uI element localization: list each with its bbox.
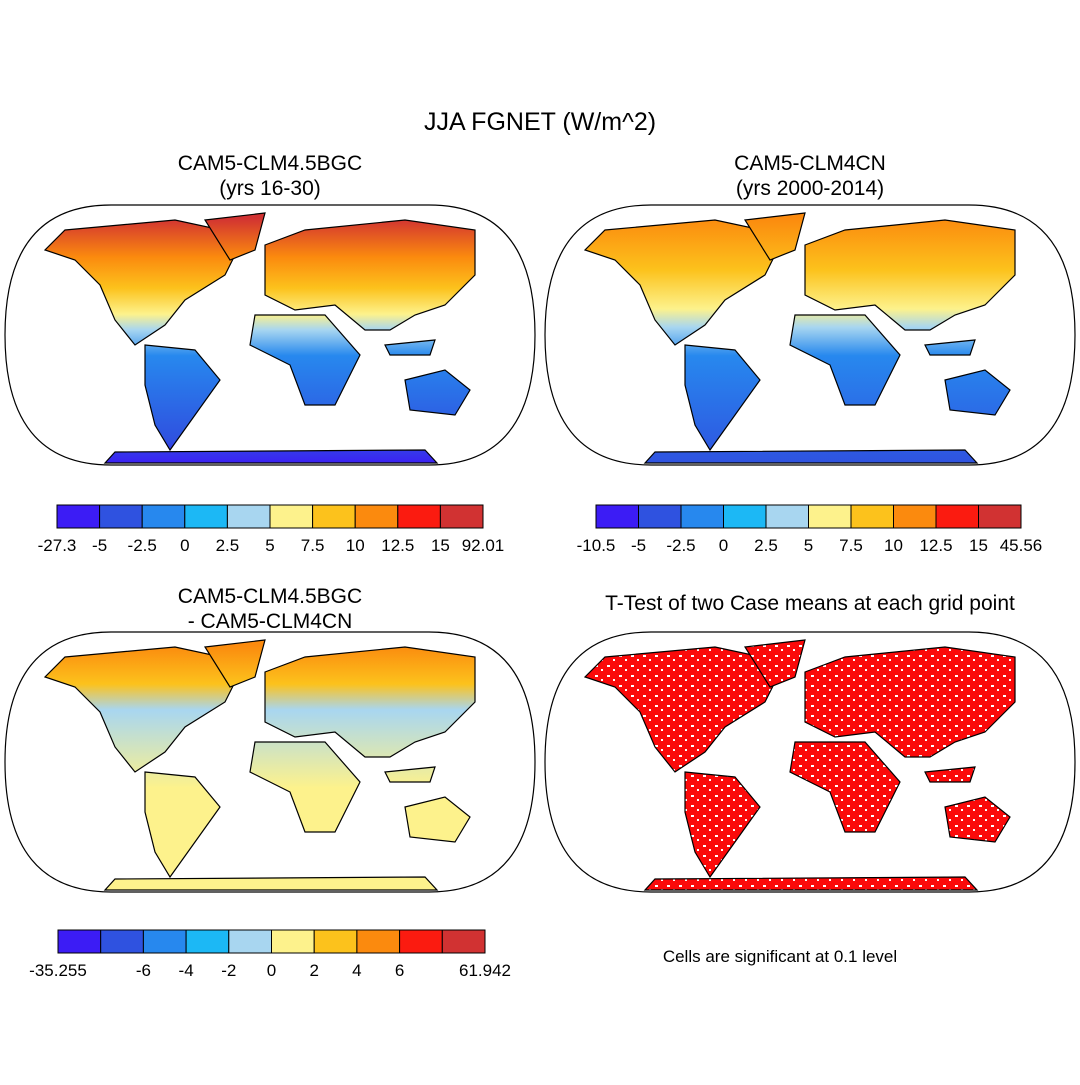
colorbar-box (226, 504, 271, 529)
colorbar-box (935, 504, 979, 529)
colorbar-label: 2 (309, 961, 318, 980)
colorbar-box (399, 929, 443, 954)
panel-title: CAM5-CLM4.5BGC (178, 585, 362, 608)
panel-title: T-Test of two Case means at each grid po… (605, 592, 1015, 615)
colorbar-box (185, 929, 230, 954)
panel-title: (yrs 2000-2014) (736, 177, 884, 200)
colorbar-box (312, 504, 356, 529)
colorbar-label: 45.56 (1000, 536, 1043, 555)
colorbar-label: 61.942 (459, 961, 511, 980)
colorbar-box (808, 504, 852, 529)
colorbar-label: 2.5 (216, 536, 240, 555)
figure-title: JJA FGNET (W/m^2) (424, 108, 656, 136)
colorbar-box (680, 504, 724, 529)
colorbar-box (142, 929, 187, 954)
colorbar-label: -2.5 (128, 536, 157, 555)
map-frame (4, 631, 536, 893)
colorbar-box (356, 929, 401, 954)
colorbar-box (765, 504, 809, 529)
panel-note: Cells are significant at 0.1 level (663, 947, 897, 966)
map (544, 631, 1076, 893)
colorbar-label: -2 (221, 961, 236, 980)
colorbar-box (723, 504, 767, 529)
colorbar-label: 10 (884, 536, 903, 555)
colorbar-box (893, 504, 937, 529)
colorbar-label: -6 (136, 961, 151, 980)
colorbar-label: 10 (346, 536, 365, 555)
colorbar-label: -4 (179, 961, 194, 980)
colorbar-label: -5 (92, 536, 107, 555)
colorbar-box (271, 929, 315, 954)
colorbar-box (56, 504, 101, 529)
colorbar-label: 5 (804, 536, 813, 555)
colorbar-label: 6 (395, 961, 404, 980)
map-frame (4, 204, 536, 466)
colorbar-box (595, 504, 639, 529)
colorbar-label: -2.5 (666, 536, 695, 555)
colorbar-box (228, 929, 273, 954)
colorbar-box (638, 504, 682, 529)
colorbar-label: 7.5 (839, 536, 863, 555)
panel-title: CAM5-CLM4CN (734, 152, 886, 175)
panel-title: CAM5-CLM4.5BGC (178, 152, 362, 175)
colorbar-label: 0 (180, 536, 189, 555)
colorbar-box (100, 929, 144, 954)
colorbar-label: 15 (969, 536, 988, 555)
colorbar-label: -5 (631, 536, 646, 555)
colorbar-box (397, 504, 441, 529)
colorbar-label: 12.5 (919, 536, 952, 555)
map (4, 631, 536, 893)
colorbar-label: 12.5 (381, 536, 414, 555)
colorbar-box (184, 504, 228, 529)
colorbar-label: 15 (431, 536, 450, 555)
colorbar-label: 92.01 (462, 536, 505, 555)
panel-title: (yrs 16-30) (219, 177, 321, 200)
colorbar-box (141, 504, 186, 529)
colorbar-box (978, 504, 1022, 529)
colorbar-label: -10.5 (577, 536, 616, 555)
colorbar-label: 0 (267, 961, 276, 980)
map (4, 204, 536, 466)
panel-title: - CAM5-CLM4CN (188, 610, 353, 633)
colorbar-label: 2.5 (754, 536, 778, 555)
colorbar-label: 0 (719, 536, 728, 555)
map-frame (544, 631, 1076, 893)
colorbar-label: 7.5 (301, 536, 325, 555)
map (544, 204, 1076, 466)
colorbar-box (439, 504, 484, 529)
colorbar-box (99, 504, 143, 529)
colorbar-label: 4 (352, 961, 361, 980)
colorbar-box (850, 504, 894, 529)
colorbar-label: 5 (265, 536, 274, 555)
colorbar-box (354, 504, 399, 529)
colorbar-box (313, 929, 358, 954)
colorbar-box (57, 929, 102, 954)
colorbar-box (269, 504, 314, 529)
colorbar-box (441, 929, 486, 954)
colorbar-label: -35.255 (29, 961, 87, 980)
colorbar-label: -27.3 (38, 536, 77, 555)
map-frame (544, 204, 1076, 466)
